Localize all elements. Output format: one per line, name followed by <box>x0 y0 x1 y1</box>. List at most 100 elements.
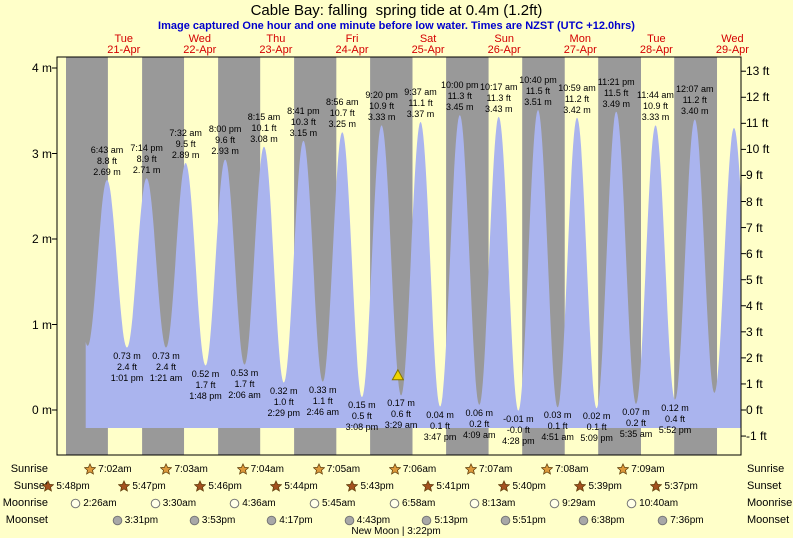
sunset-event: 5:44pm <box>266 479 322 493</box>
low-tide-label: -0.01 m -0.0 ft 4:28 pm <box>488 414 548 447</box>
low-tide-label-line: 1.1 ft <box>312 395 333 406</box>
high-tide-label-line: 9.5 ft <box>175 138 196 149</box>
high-tide-label-line: 3.40 m <box>681 106 709 117</box>
sunset-star-icon <box>270 480 283 492</box>
low-tide-label: 0.06 m 0.2 ft 4:09 am <box>449 408 509 441</box>
sunrise-row-label-left: Sunrise <box>10 463 48 475</box>
day-header: Sat 25-Apr <box>393 34 463 56</box>
sunset-event: 5:48pm <box>38 479 94 493</box>
low-tide-label-line: 0.15 m <box>348 400 376 411</box>
sunset-event: 5:41pm <box>418 479 474 493</box>
high-tide-label-line: 8:56 am <box>326 97 359 108</box>
high-tide-label-line: 8.8 ft <box>96 156 117 166</box>
high-tide-label-line: 2.89 m <box>171 149 200 160</box>
y-axis-label-ft: 12 ft <box>746 90 770 105</box>
low-tide-label: 0.53 m 1.7 ft 2:06 am <box>215 368 275 401</box>
sunrise-event: 7:09am <box>613 462 669 476</box>
moonset-event: 3:53pm <box>184 513 240 527</box>
y-axis-label-m: 4 m <box>31 61 52 75</box>
sunset-event: 5:40pm <box>494 479 550 493</box>
y-axis-label-ft: 10 ft <box>746 142 770 157</box>
moonset-circle-icon <box>189 515 200 526</box>
high-tide-label-line: 2.69 m <box>93 167 121 177</box>
sunset-event: 5:39pm <box>570 479 626 493</box>
low-tide-label-line: 0.73 m <box>152 350 180 361</box>
low-tide-label: 0.07 m 0.2 ft 5:35 am <box>606 407 666 440</box>
y-axis-label-m: 2 m <box>31 232 52 246</box>
moonrise-time: 9:29am <box>562 497 596 509</box>
moonrise-circle-icon <box>309 498 320 509</box>
moonrise-circle-icon <box>150 498 161 509</box>
moonset-time: 3:31pm <box>124 514 159 526</box>
low-tide-label: 0.73 m 2.4 ft 1:21 am <box>136 351 196 384</box>
sunrise-row-label-right: Sunrise <box>747 463 785 475</box>
low-tide-label: 0.12 m 0.4 ft 5:52 pm <box>645 403 705 436</box>
high-tide-label-line: 10:00 pm <box>441 80 479 91</box>
moonset-event: 4:43pm <box>339 513 395 527</box>
high-tide-label-line: 9:20 pm <box>365 90 398 101</box>
day-header-dow: Fri <box>345 33 359 45</box>
y-axis-label-ft: 8 ft <box>746 194 763 209</box>
moonset-circle-icon <box>578 515 589 526</box>
y-axis-label-ft: 7 ft <box>746 220 763 235</box>
y-axis-label-ft: -1 ft <box>746 429 767 444</box>
day-header-dow: Wed <box>188 33 212 45</box>
page-title: Cable Bay: falling spring tide at 0.4m (… <box>250 2 543 19</box>
day-header-dow: Sun <box>494 33 514 45</box>
moonset-row-label-left: Moonset <box>5 514 48 526</box>
high-tide-label-line: 3.37 m <box>406 108 435 119</box>
sunrise-star-icon <box>465 463 478 475</box>
sunrise-event: 7:06am <box>385 462 441 476</box>
low-tide-label-line: 0.06 m <box>465 407 494 418</box>
moonrise-event: 6:58am <box>384 496 440 510</box>
sunset-star-icon <box>574 480 587 492</box>
moonset-circle-icon <box>421 515 432 526</box>
low-tide-label-line: 1:01 pm <box>110 372 144 383</box>
moonset-time: 7:36pm <box>670 514 704 526</box>
high-tide-label-line: 11.5 ft <box>525 85 551 96</box>
high-tide-label-line: 2.71 m <box>132 165 161 176</box>
high-tide-label-line: 12:07 am <box>676 84 714 95</box>
day-header: Fri 24-Apr <box>317 34 387 56</box>
moonset-time: 3:53pm <box>201 514 236 526</box>
day-header: Tue 21-Apr <box>89 34 159 56</box>
high-tide-label: 9:37 am 11.1 ft 3.37 m <box>391 87 451 120</box>
low-tide-label-line: 0.53 m <box>230 367 259 378</box>
plot-border <box>56 56 742 456</box>
high-tide-label: 8:15 am 10.1 ft 3.08 m <box>234 112 294 145</box>
high-tide-label-line: 3.25 m <box>328 119 357 130</box>
tide-area <box>85 110 741 428</box>
moonset-row-label-right: Moonset <box>747 514 790 526</box>
y-axis-label-ft: 4 ft <box>746 298 763 313</box>
low-tide-label: 0.03 m 0.1 ft 4:51 am <box>528 410 588 443</box>
low-tide-label-line: 0.07 m <box>622 407 650 417</box>
day-header-dow: Tue <box>647 33 666 45</box>
day-header-dow: Mon <box>569 33 591 45</box>
low-tide-label-line: 0.32 m <box>270 385 298 396</box>
sunrise-star-icon <box>84 463 97 475</box>
sunrise-star-icon <box>160 463 173 475</box>
low-tide-label-line: 2.4 ft <box>116 361 137 372</box>
sunrise-event: 7:02am <box>80 462 136 476</box>
high-tide-label: 7:32 am 9.5 ft 2.89 m <box>156 128 216 161</box>
low-tide-label-line: 3:47 pm <box>423 431 457 442</box>
low-tide-label-line: 0.02 m <box>582 411 611 422</box>
moonrise-event: 9:29am <box>544 496 600 510</box>
sunrise-event: 7:07am <box>461 462 517 476</box>
moonset-event: 3:31pm <box>107 513 163 527</box>
high-tide-label: 10:59 am 11.2 ft 3.42 m <box>547 83 607 116</box>
low-tide-label: 0.32 m 1.0 ft 2:29 pm <box>254 386 314 419</box>
sunset-time: 5:40pm <box>512 480 546 492</box>
low-tide-label-line: 2:46 am <box>306 406 339 417</box>
sunrise-event: 7:08am <box>537 462 593 476</box>
moonrise-time: 5:45am <box>321 497 356 509</box>
high-tide-label-line: 8:41 pm <box>287 105 320 116</box>
moonset-circle-icon <box>112 515 123 526</box>
high-tide-label-line: 10.9 ft <box>369 101 395 112</box>
high-tide-label: 9:20 pm 10.9 ft 3.33 m <box>352 90 412 123</box>
high-tide-label-line: 3.45 m <box>446 102 474 113</box>
high-tide-label-line: 11.1 ft <box>408 97 433 108</box>
sunrise-time: 7:06am <box>402 463 437 475</box>
